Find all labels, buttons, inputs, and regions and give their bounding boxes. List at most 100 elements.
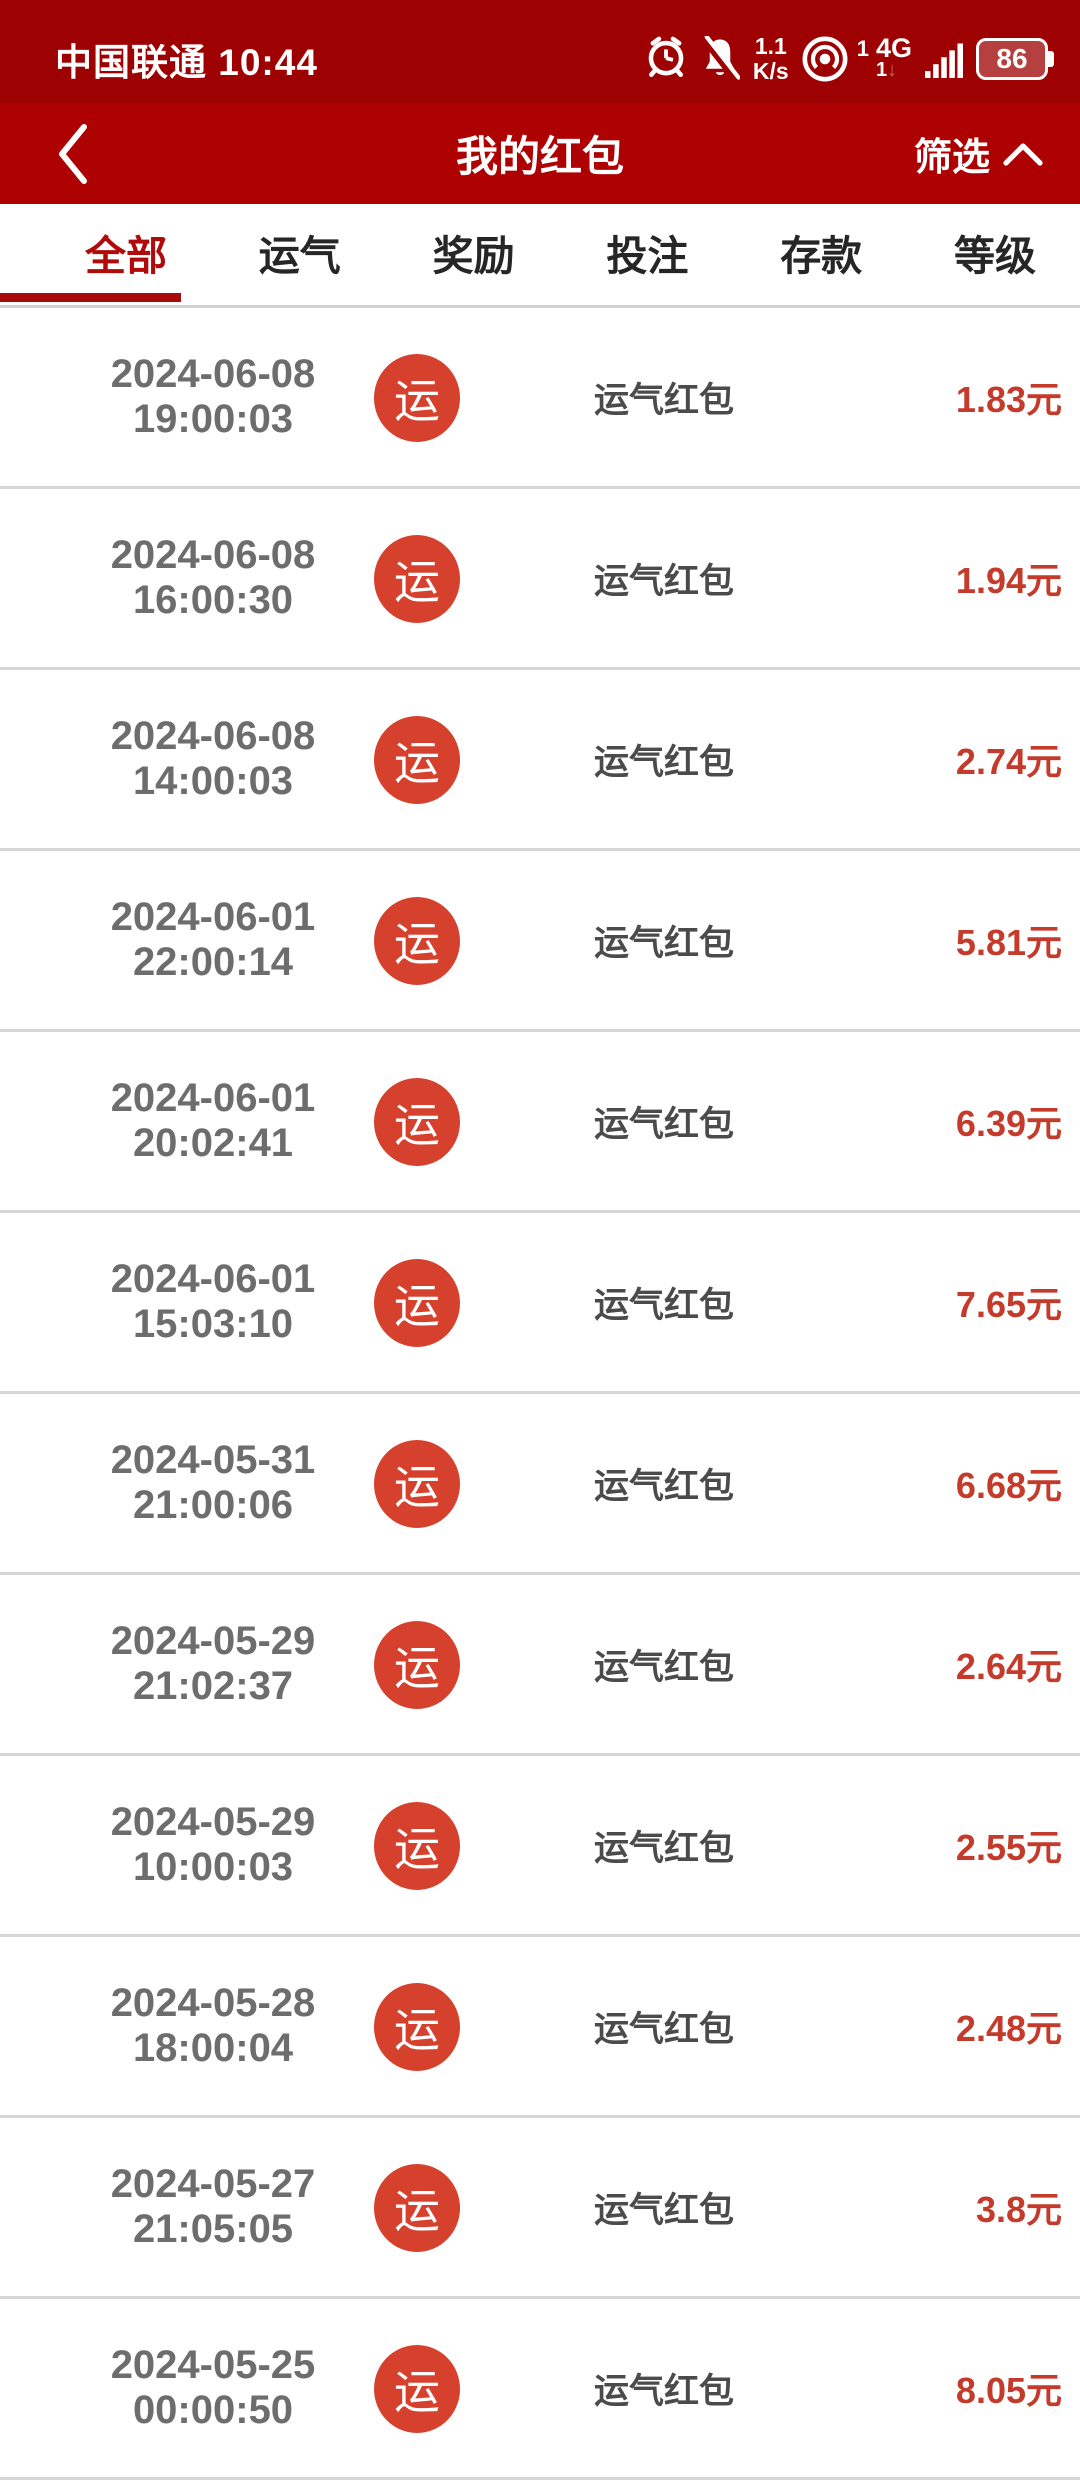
list-item[interactable]: 2024-05-27 21:05:05 运 运气红包 3.8元 [0, 2118, 1080, 2299]
tab-0[interactable]: 全部 [85, 232, 167, 279]
luck-badge-icon: 运 [374, 897, 460, 985]
list-item[interactable]: 2024-06-08 19:00:03 运 运气红包 1.83元 [0, 308, 1080, 489]
badge-char: 运 [394, 375, 440, 427]
row-amount: 3.8元 [975, 2189, 1062, 2230]
row-time: 10:00:03 [132, 1845, 294, 1889]
row-time: 20:02:41 [132, 1121, 294, 1165]
badge-char: 运 [394, 1642, 440, 1694]
bell-muted-icon [700, 35, 740, 82]
row-amount: 2.55元 [955, 1827, 1062, 1868]
list-item[interactable]: 2024-06-01 22:00:14 运 运气红包 5.81元 [0, 851, 1080, 1032]
row-amount: 2.74元 [955, 741, 1062, 782]
row-type: 运气红包 [594, 1104, 735, 1144]
battery-level: 86 [996, 42, 1028, 74]
row-date: 2024-05-29 [110, 1619, 316, 1663]
luck-badge-icon: 运 [374, 716, 460, 804]
row-type: 运气红包 [594, 742, 735, 782]
network-speed: 1.1 K/s [752, 32, 789, 84]
list-item[interactable]: 2024-06-08 16:00:30 运 运气红包 1.94元 [0, 489, 1080, 670]
chevron-left-icon [56, 123, 90, 185]
row-time: 21:00:06 [132, 1483, 294, 1527]
row-amount: 6.39元 [955, 1103, 1062, 1144]
tab-bar: 全部 运气 奖励 投注 存款 等级 [0, 204, 1080, 308]
row-time: 19:00:03 [132, 397, 294, 441]
status-bar: 中国联通 10:44 1.1 K/s [0, 0, 1080, 103]
row-time: 16:00:30 [132, 578, 294, 622]
badge-char: 运 [394, 918, 440, 970]
network-type-indicator: 4G 1↓ [875, 32, 912, 81]
list-item[interactable]: 2024-05-25 00:00:50 运 运气红包 8.05元 [0, 2299, 1080, 2480]
status-icons: 1.1 K/s 1 4G 1↓ 86 [645, 32, 1054, 84]
row-time: 00:00:50 [132, 2388, 294, 2432]
row-datetime: 2024-05-28 18:00:04 [58, 1937, 368, 2115]
row-type: 运气红包 [594, 1647, 735, 1687]
row-date: 2024-06-08 [110, 352, 316, 396]
row-datetime: 2024-05-31 21:00:06 [58, 1394, 368, 1572]
badge-char: 运 [394, 737, 440, 789]
badge-char: 运 [394, 1280, 440, 1332]
row-datetime: 2024-05-29 21:02:37 [58, 1575, 368, 1753]
luck-badge-icon: 运 [374, 1259, 460, 1347]
list-item[interactable]: 2024-05-29 10:00:03 运 运气红包 2.55元 [0, 1756, 1080, 1937]
tab-5[interactable]: 等级 [953, 232, 1036, 279]
luck-badge-icon: 运 [374, 2164, 460, 2252]
row-type: 运气红包 [594, 1466, 735, 1506]
row-time: 22:00:14 [132, 940, 294, 984]
row-date: 2024-05-31 [110, 1438, 316, 1482]
row-datetime: 2024-05-29 10:00:03 [58, 1756, 368, 1934]
row-amount: 1.83元 [955, 379, 1062, 420]
row-date: 2024-05-27 [110, 2162, 316, 2206]
badge-char: 运 [394, 2366, 440, 2418]
luck-badge-icon: 运 [374, 2345, 460, 2433]
row-time: 15:03:10 [132, 1302, 294, 1346]
row-date: 2024-06-01 [110, 1257, 316, 1301]
row-amount: 6.68元 [955, 1465, 1062, 1506]
redpacket-list: 2024-06-08 19:00:03 运 运气红包 1.83元 2024-06… [0, 308, 1080, 2480]
list-item[interactable]: 2024-05-29 21:02:37 运 运气红包 2.64元 [0, 1575, 1080, 1756]
badge-char: 运 [394, 1099, 440, 1151]
back-button[interactable] [40, 103, 106, 204]
list-item[interactable]: 2024-06-08 14:00:03 运 运气红包 2.74元 [0, 670, 1080, 851]
row-datetime: 2024-05-27 21:05:05 [58, 2118, 368, 2296]
badge-char: 运 [394, 1823, 440, 1875]
battery-icon: 86 [976, 37, 1054, 80]
row-datetime: 2024-06-08 19:00:03 [58, 308, 368, 486]
row-amount: 2.64元 [955, 1646, 1062, 1687]
row-date: 2024-06-08 [110, 533, 316, 577]
tab-3[interactable]: 投注 [606, 232, 689, 279]
row-type: 运气红包 [594, 923, 735, 963]
row-datetime: 2024-06-01 22:00:14 [58, 851, 368, 1029]
row-type: 运气红包 [594, 1285, 735, 1325]
row-datetime: 2024-06-01 20:02:41 [58, 1032, 368, 1210]
page-title: 我的红包 [455, 133, 624, 180]
carrier-and-time: 中国联通 10:44 [55, 41, 318, 83]
luck-badge-icon: 运 [374, 535, 460, 623]
hotspot-count: 1 [856, 35, 869, 61]
hotspot-icon [802, 36, 848, 82]
row-type: 运气红包 [594, 2190, 735, 2230]
row-time: 21:02:37 [132, 1664, 294, 1708]
badge-char: 运 [394, 556, 440, 608]
row-datetime: 2024-05-25 00:00:50 [58, 2299, 368, 2477]
list-item[interactable]: 2024-05-31 21:00:06 运 运气红包 6.68元 [0, 1394, 1080, 1575]
row-type: 运气红包 [594, 1828, 735, 1868]
nav-bar: 我的红包 筛选 [0, 103, 1080, 204]
row-type: 运气红包 [594, 2009, 735, 2049]
luck-badge-icon: 运 [374, 1078, 460, 1166]
luck-badge-icon: 运 [374, 1802, 460, 1890]
list-item[interactable]: 2024-05-28 18:00:04 运 运气红包 2.48元 [0, 1937, 1080, 2118]
luck-badge-icon: 运 [374, 1440, 460, 1528]
row-date: 2024-06-01 [110, 1076, 316, 1120]
badge-char: 运 [394, 1461, 440, 1513]
list-item[interactable]: 2024-06-01 15:03:10 运 运气红包 7.65元 [0, 1213, 1080, 1394]
badge-char: 运 [394, 2185, 440, 2237]
tab-2[interactable]: 奖励 [432, 232, 515, 279]
filter-button[interactable]: 筛选 [914, 103, 1044, 204]
luck-badge-icon: 运 [374, 354, 460, 442]
tab-4[interactable]: 存款 [780, 232, 863, 279]
luck-badge-icon: 运 [374, 1621, 460, 1709]
row-datetime: 2024-06-08 14:00:03 [58, 670, 368, 848]
tab-1[interactable]: 运气 [258, 232, 341, 279]
list-item[interactable]: 2024-06-01 20:02:41 运 运气红包 6.39元 [0, 1032, 1080, 1213]
row-amount: 2.48元 [955, 2008, 1062, 2049]
